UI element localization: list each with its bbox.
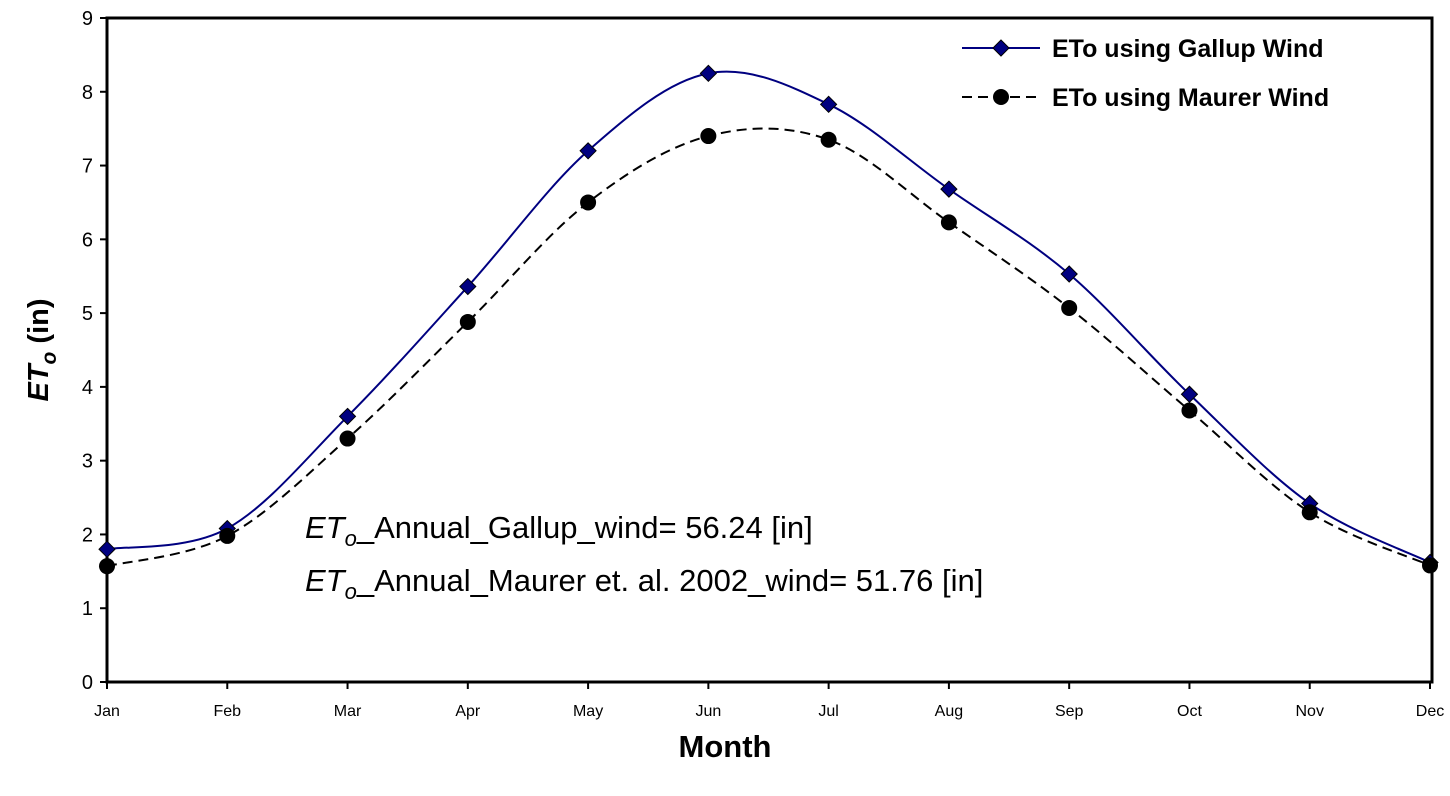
- x-tick-label: Mar: [334, 703, 362, 720]
- x-tick-label: Dec: [1416, 703, 1444, 720]
- marker-circle: [993, 89, 1009, 105]
- x-tick-label: Sep: [1055, 703, 1084, 720]
- series-line: [106, 127, 1431, 568]
- marker-circle: [1061, 299, 1078, 316]
- marker-circle: [339, 430, 356, 447]
- y-label-main: ET: [23, 362, 55, 401]
- y-tick-label: 5: [82, 303, 93, 325]
- marker-diamond: [940, 180, 958, 198]
- marker-circle: [580, 194, 597, 211]
- series-line: [106, 70, 1431, 564]
- marker-diamond: [579, 142, 597, 160]
- y-axis-label: ETo (in): [23, 298, 61, 401]
- x-tick-label: Jul: [818, 703, 838, 720]
- marker-diamond: [459, 277, 477, 296]
- x-tick-label: Nov: [1296, 703, 1324, 720]
- plot-frame: [105, 16, 1434, 684]
- marker-circle: [1181, 402, 1198, 419]
- legend-label: ETo using Maurer Wind: [1052, 84, 1329, 112]
- marker-circle: [99, 558, 115, 575]
- x-tick-label: Aug: [935, 703, 963, 720]
- y-label-rest: (in): [23, 298, 55, 351]
- marker-diamond: [98, 540, 116, 558]
- marker-circle: [940, 214, 957, 231]
- marker-circle: [459, 313, 476, 330]
- marker-diamond: [1180, 385, 1199, 403]
- x-tick-label: Oct: [1177, 703, 1202, 720]
- marker-circle: [820, 131, 837, 148]
- x-tick-label: Jun: [695, 703, 721, 720]
- marker-circle: [219, 527, 236, 544]
- x-tick-label: Apr: [455, 703, 481, 720]
- annotation-sub: o: [345, 526, 357, 551]
- marker-diamond: [819, 95, 838, 114]
- legend-label: ETo using Gallup Wind: [1052, 35, 1324, 63]
- annotation: ETo_Annual_Maurer et. al. 2002_wind= 51.…: [305, 563, 983, 604]
- y-tick-label: 2: [82, 524, 93, 546]
- marker-diamond: [992, 39, 1010, 57]
- y-tick-label: 7: [82, 156, 93, 178]
- marker-diamond: [699, 64, 718, 83]
- marker-circle: [1301, 504, 1318, 521]
- y-tick-label: 0: [82, 672, 93, 694]
- y-tick-label: 3: [82, 451, 93, 473]
- annotation-main: ET: [305, 563, 347, 598]
- x-axis-label: Month: [679, 729, 772, 764]
- y-tick-label: 9: [82, 8, 93, 30]
- y-tick-label: 6: [82, 229, 93, 251]
- annotation-rest: _Annual_Maurer et. al. 2002_wind= 51.76 …: [356, 563, 983, 598]
- x-tick-label: May: [573, 703, 603, 720]
- y-label-sub: o: [38, 351, 61, 364]
- annotation: ETo_Annual_Gallup_wind= 56.24 [in]: [305, 510, 813, 551]
- marker-circle: [1422, 557, 1438, 574]
- y-tick-label: 1: [82, 598, 93, 620]
- marker-circle: [700, 128, 717, 145]
- annotation-sub: o: [345, 579, 357, 604]
- marker-diamond: [1060, 265, 1078, 283]
- annotation-rest: _Annual_Gallup_wind= 56.24 [in]: [356, 510, 813, 545]
- marker-diamond: [338, 407, 357, 426]
- y-tick-label: 8: [82, 82, 93, 104]
- annotation-main: ET: [305, 510, 347, 545]
- x-tick-label: Jan: [94, 703, 120, 720]
- x-tick-label: Feb: [213, 703, 241, 720]
- y-tick-label: 4: [82, 377, 93, 399]
